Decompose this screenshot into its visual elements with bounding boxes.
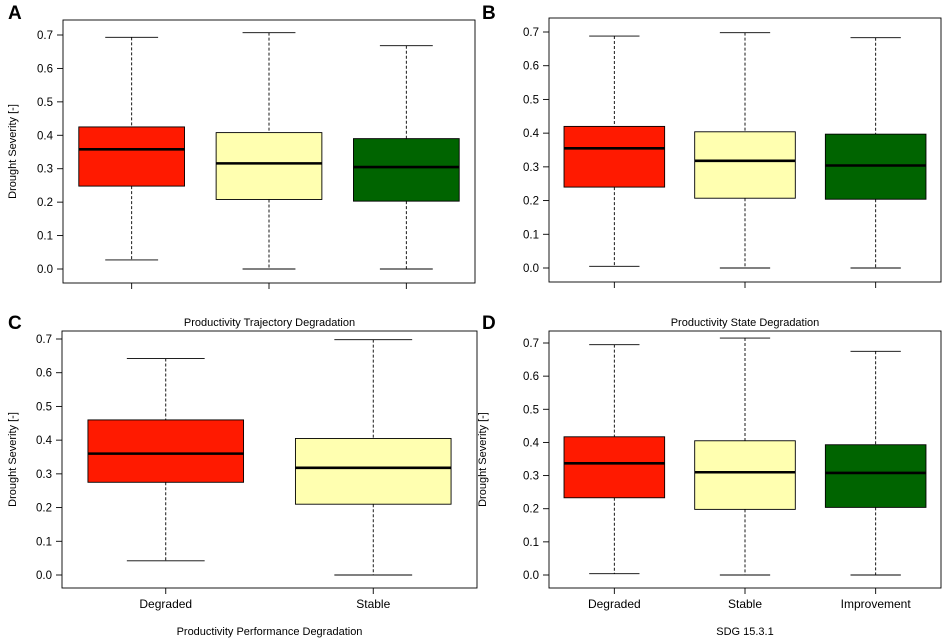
iqr-box (353, 138, 460, 202)
x-axis-title: SDG 15.3.1 (716, 626, 773, 638)
y-tick-label: 0.0 (37, 264, 53, 276)
y-tick-label: 0.7 (523, 338, 539, 350)
plot-title: Productivity State Degradation (671, 317, 820, 329)
box-improvement: Improvement (824, 350, 927, 611)
y-tick-label: 0.4 (523, 437, 540, 449)
plot-frame (61, 330, 478, 589)
box-degraded (563, 35, 666, 288)
y-tick-label: 0.1 (37, 231, 53, 243)
y-tick-label: 0.1 (36, 536, 52, 548)
iqr-box (87, 419, 245, 483)
category-label: Degraded (139, 597, 192, 611)
y-tick-label: 0.2 (37, 197, 53, 209)
y-tick-label: 0.2 (523, 504, 539, 516)
y-tick-label: 0.3 (37, 164, 53, 176)
box-degraded: Degraded (563, 344, 666, 611)
box-improvement (824, 37, 927, 288)
panel-d: D 0.0 0.1 0.2 0.3 0.4 0.5 0.6 0.7 Drought Severit… (477, 313, 942, 638)
y-tick-label: 0.1 (523, 229, 539, 241)
category-label: Stable (356, 597, 390, 611)
plot-title: Productivity Trajectory Degradation (184, 317, 355, 329)
y-tick-label: 0.3 (523, 471, 539, 483)
panel-letter: A (8, 3, 22, 24)
y-tick-label: 0.4 (37, 130, 54, 142)
panel-letter: B (482, 3, 496, 24)
box-degraded: Degraded (87, 358, 245, 611)
panel-b: B 0.0 0.1 0.2 0.3 0.4 0.5 0.6 0.7 (482, 3, 942, 288)
iqr-box (694, 440, 796, 510)
y-tick-label: 0.4 (523, 128, 540, 140)
box-degraded (78, 36, 185, 289)
iqr-box (294, 438, 452, 505)
panel-c: C 0.0 0.1 0.2 0.3 0.4 0.5 0.6 0.7 Drought Severit… (7, 313, 478, 638)
y-tick-label: 0.5 (523, 404, 539, 416)
iqr-box (563, 125, 666, 188)
y-tick-label: 0.4 (36, 435, 53, 447)
y-tick-label: 0.6 (37, 63, 53, 75)
y-tick-label: 0.5 (36, 401, 52, 413)
panel-letter: C (8, 313, 22, 334)
y-tick-label: 0.6 (523, 61, 539, 73)
iqr-box (563, 436, 666, 499)
box-stable: Stable (694, 337, 796, 611)
iqr-box (824, 444, 927, 508)
y-tick-label: 0.0 (523, 570, 539, 582)
y-tick-label: 0.2 (36, 503, 52, 515)
y-tick-label: 0.0 (36, 570, 52, 582)
y-tick-label: 0.1 (523, 537, 539, 549)
iqr-box (694, 131, 796, 199)
panel-letter: D (482, 313, 496, 334)
y-tick-label: 0.6 (36, 368, 52, 380)
box-stable (694, 32, 796, 288)
x-axis-title: Productivity Performance Degradation (177, 626, 363, 638)
y-axis-title: Drought Severity [-] (477, 412, 489, 507)
category-label: Stable (728, 597, 762, 611)
box-stable (215, 32, 323, 289)
category-label: Degraded (588, 597, 641, 611)
y-tick-label: 0.6 (523, 371, 539, 383)
y-tick-label: 0.7 (37, 30, 53, 42)
y-tick-label: 0.3 (523, 162, 539, 174)
y-tick-label: 0.7 (36, 334, 52, 346)
y-tick-label: 0.5 (523, 94, 539, 106)
box-improvement (353, 45, 460, 289)
category-label: Improvement (841, 597, 912, 611)
iqr-box (215, 132, 323, 200)
y-tick-label: 0.7 (523, 27, 539, 39)
y-tick-label: 0.3 (36, 469, 52, 481)
box-stable: Stable (294, 339, 452, 611)
y-tick-label: 0.5 (37, 97, 53, 109)
y-tick-label: 0.2 (523, 196, 539, 208)
iqr-box (78, 126, 185, 187)
y-tick-label: 0.0 (523, 263, 539, 275)
y-axis-title: Drought Severity [-] (7, 412, 19, 507)
panel-a: A 0.0 0.1 0.2 0.3 0.4 0.5 0.6 0.7 Drought Severit… (7, 3, 476, 289)
y-axis-title: Drought Severity [-] (7, 104, 19, 199)
